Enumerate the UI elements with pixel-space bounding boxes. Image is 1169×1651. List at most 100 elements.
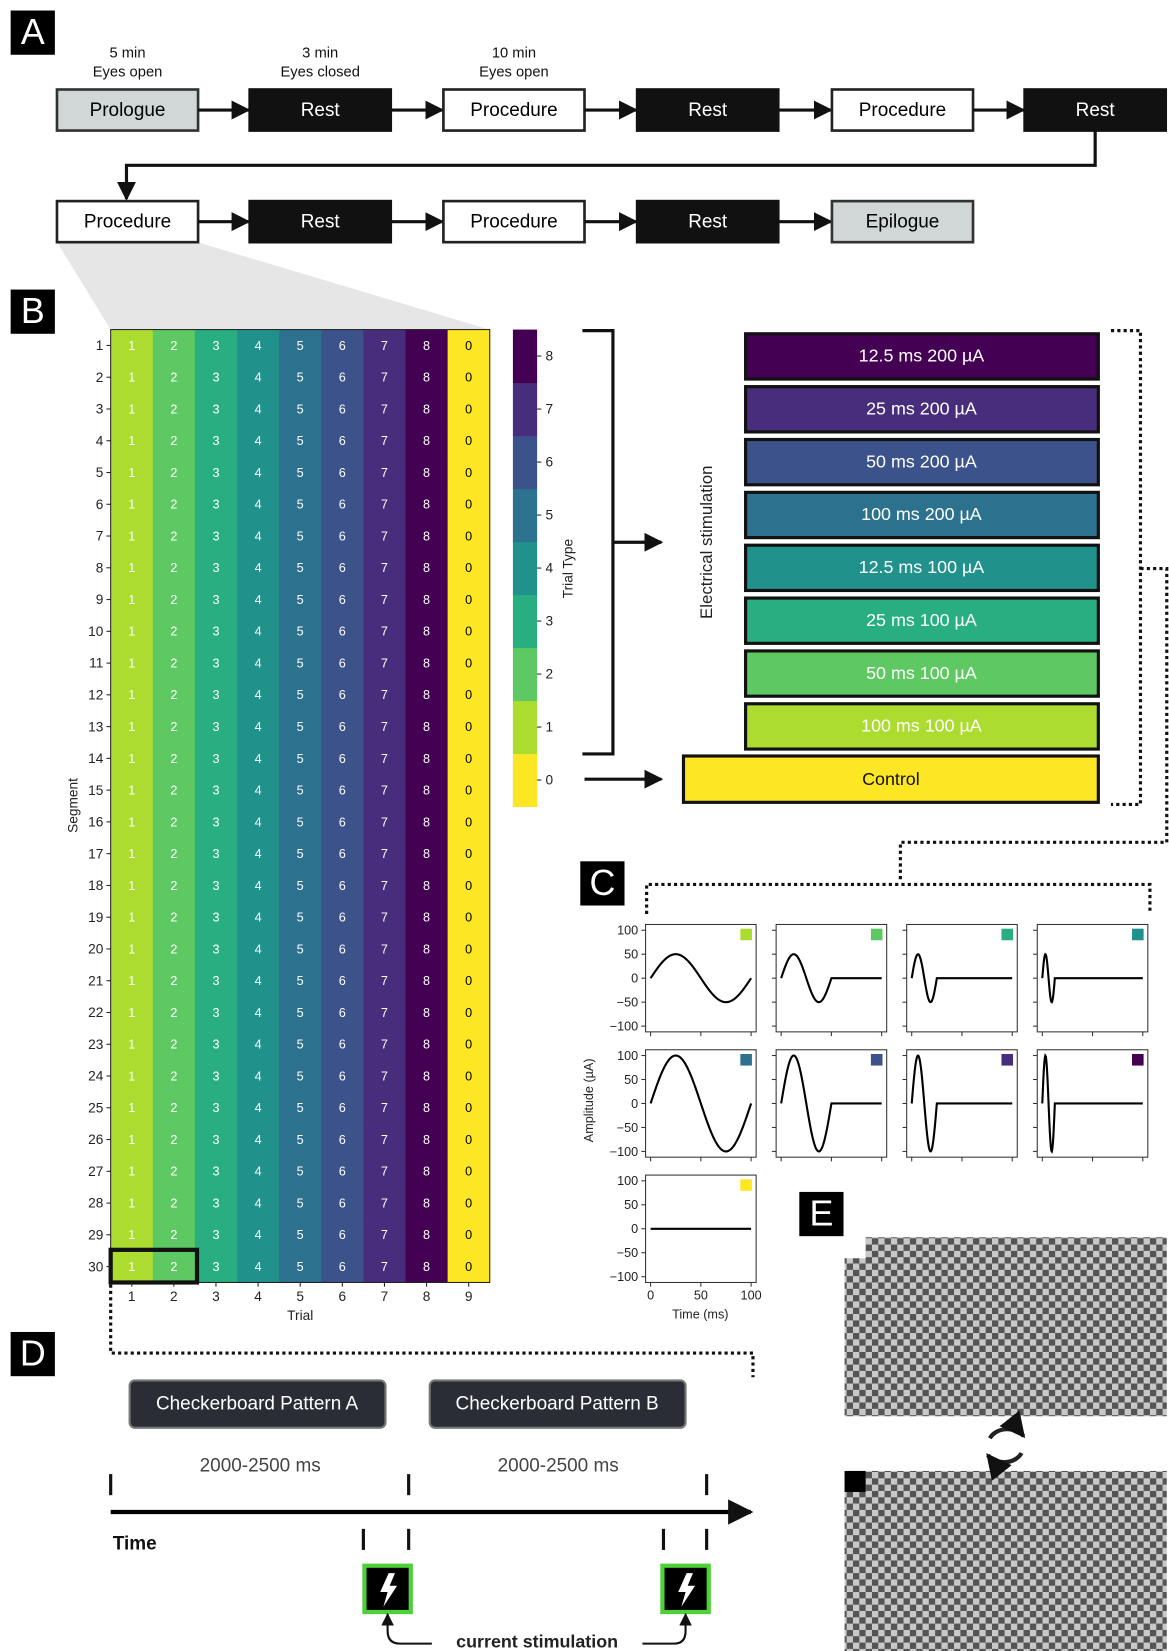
cell-label: 1 bbox=[128, 1165, 135, 1179]
color-key bbox=[740, 1054, 752, 1066]
colorbar-tick-label: 7 bbox=[546, 402, 554, 417]
stage-duration: 10 min bbox=[492, 46, 536, 62]
cell-label: 8 bbox=[423, 752, 430, 766]
cell-label: 4 bbox=[255, 974, 262, 988]
cell-label: 6 bbox=[339, 911, 346, 925]
cell-label: 2 bbox=[170, 1196, 177, 1210]
cell-label: 1 bbox=[128, 561, 135, 575]
condition-label: 100 ms 100 µA bbox=[861, 716, 982, 736]
cell-label: 2 bbox=[170, 402, 177, 416]
colorbar-tick-label: 0 bbox=[546, 773, 554, 788]
cell-label: 4 bbox=[255, 1133, 262, 1147]
cell-label: 1 bbox=[128, 752, 135, 766]
cell-label: 3 bbox=[212, 911, 219, 925]
cell-label: 2 bbox=[170, 752, 177, 766]
y-tick-label: 11 bbox=[89, 656, 103, 671]
cell-label: 0 bbox=[465, 402, 472, 416]
cell-label: 4 bbox=[255, 1228, 262, 1242]
cell-label: 0 bbox=[465, 1260, 472, 1274]
cell-label: 0 bbox=[465, 879, 472, 893]
cell-label: 2 bbox=[170, 911, 177, 925]
cell-label: 7 bbox=[381, 1006, 388, 1020]
cell-label: 8 bbox=[423, 1006, 430, 1020]
x-tick-label: 4 bbox=[254, 1289, 262, 1304]
stage-label: Rest bbox=[688, 212, 728, 233]
cell-label: 5 bbox=[297, 593, 304, 607]
x-tick-label: 6 bbox=[339, 1289, 347, 1304]
colorbar-bin bbox=[513, 648, 537, 702]
cell-label: 7 bbox=[381, 1133, 388, 1147]
cell-label: 8 bbox=[423, 1038, 430, 1052]
cell-label: 7 bbox=[381, 529, 388, 543]
cell-label: 1 bbox=[128, 625, 135, 639]
y-tick-label: −100 bbox=[610, 1145, 638, 1159]
y-tick-label: 12 bbox=[88, 688, 103, 703]
cell-label: 0 bbox=[465, 498, 472, 512]
cell-label: 0 bbox=[465, 1006, 472, 1020]
y-tick-label: 16 bbox=[88, 815, 103, 830]
cell-label: 0 bbox=[465, 942, 472, 956]
cell-label: 8 bbox=[423, 498, 430, 512]
cell-label: 6 bbox=[339, 466, 346, 480]
x-tick-label: 100 bbox=[741, 1289, 762, 1303]
cell-label: 4 bbox=[255, 942, 262, 956]
cell-label: 5 bbox=[297, 1133, 304, 1147]
condition-label: 25 ms 100 µA bbox=[866, 610, 977, 630]
y-tick-label: 100 bbox=[617, 1174, 638, 1188]
x-axis-label: Trial bbox=[287, 1308, 313, 1323]
cell-label: 4 bbox=[255, 1165, 262, 1179]
cell-label: 1 bbox=[128, 1133, 135, 1147]
cell-label: 4 bbox=[255, 1101, 262, 1115]
colorbar-tick-label: 8 bbox=[546, 349, 554, 364]
cell-label: 5 bbox=[297, 339, 304, 353]
panel-letter: A bbox=[21, 12, 45, 52]
cell-label: 0 bbox=[465, 720, 472, 734]
colorbar-tick-label: 5 bbox=[546, 508, 554, 523]
cell-label: 7 bbox=[381, 371, 388, 385]
cell-label: 5 bbox=[297, 911, 304, 925]
color-key bbox=[1001, 1054, 1013, 1066]
cell-label: 6 bbox=[339, 720, 346, 734]
cell-label: 2 bbox=[170, 1038, 177, 1052]
stage-label: Procedure bbox=[84, 212, 171, 233]
cell-label: 5 bbox=[297, 1260, 304, 1274]
cell-label: 7 bbox=[381, 625, 388, 639]
y-tick-label: 23 bbox=[88, 1037, 103, 1052]
color-key bbox=[1001, 929, 1013, 941]
stage-label: Prologue bbox=[90, 100, 166, 121]
cell-label: 7 bbox=[381, 339, 388, 353]
panel-letter: B bbox=[21, 291, 45, 331]
cell-label: 1 bbox=[128, 656, 135, 670]
cell-label: 2 bbox=[170, 466, 177, 480]
y-tick-label: 0 bbox=[631, 1222, 638, 1236]
cell-label: 7 bbox=[381, 1228, 388, 1242]
cell-label: 6 bbox=[339, 1165, 346, 1179]
cell-label: 8 bbox=[423, 720, 430, 734]
cell-label: 2 bbox=[170, 371, 177, 385]
cell-label: 8 bbox=[423, 1196, 430, 1210]
cell-label: 1 bbox=[128, 1260, 135, 1274]
cell-label: 3 bbox=[212, 688, 219, 702]
cell-label: 8 bbox=[423, 1228, 430, 1242]
cell-label: 6 bbox=[339, 847, 346, 861]
cell-label: 6 bbox=[339, 593, 346, 607]
cell-label: 5 bbox=[297, 625, 304, 639]
x-tick-label: 9 bbox=[465, 1289, 473, 1304]
colorbar-bin bbox=[513, 542, 537, 596]
cell-label: 0 bbox=[465, 815, 472, 829]
cell-label: 4 bbox=[255, 752, 262, 766]
arrow bbox=[642, 1614, 685, 1643]
stage-label: Rest bbox=[301, 100, 341, 121]
x-tick-label: 3 bbox=[212, 1289, 220, 1304]
cell-label: 6 bbox=[339, 498, 346, 512]
cell-label: 7 bbox=[381, 1101, 388, 1115]
cell-label: 1 bbox=[128, 371, 135, 385]
cell-label: 2 bbox=[170, 625, 177, 639]
cell-label: 4 bbox=[255, 656, 262, 670]
cell-label: 1 bbox=[128, 879, 135, 893]
cell-label: 1 bbox=[128, 593, 135, 607]
cell-label: 0 bbox=[465, 847, 472, 861]
y-tick-label: 28 bbox=[88, 1196, 104, 1211]
y-tick-label: 21 bbox=[88, 973, 103, 988]
duration-label: 2000-2500 ms bbox=[498, 1456, 619, 1477]
